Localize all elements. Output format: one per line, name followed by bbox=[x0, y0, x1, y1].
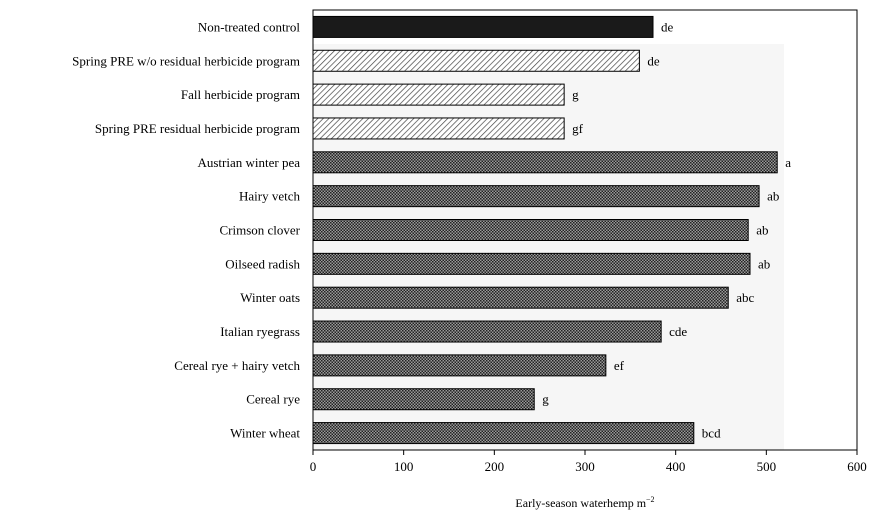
x-tick-label: 500 bbox=[757, 459, 777, 474]
bar bbox=[312, 286, 729, 309]
bar bbox=[312, 320, 662, 343]
significance-letter: ab bbox=[758, 256, 770, 271]
category-label: Fall herbicide program bbox=[181, 87, 300, 102]
bar bbox=[312, 354, 607, 377]
category-label: Oilseed radish bbox=[225, 256, 300, 271]
category-label: Italian ryegrass bbox=[220, 324, 300, 339]
category-label: Hairy vetch bbox=[239, 189, 301, 204]
plot-frame bbox=[312, 9, 858, 451]
bar bbox=[312, 252, 751, 275]
bar bbox=[312, 49, 640, 72]
significance-letter: de bbox=[661, 19, 674, 34]
x-tick-label: 0 bbox=[310, 459, 317, 474]
x-tick-label: 600 bbox=[847, 459, 867, 474]
category-label: Winter wheat bbox=[230, 426, 300, 441]
x-tick-label: 100 bbox=[394, 459, 414, 474]
significance-letter: bcd bbox=[702, 426, 721, 441]
significance-letter: de bbox=[647, 53, 660, 68]
x-tick-label: 300 bbox=[575, 459, 595, 474]
x-tick-label: 400 bbox=[666, 459, 686, 474]
bar bbox=[312, 219, 749, 241]
category-label: Austrian winter pea bbox=[197, 155, 300, 170]
bar bbox=[312, 15, 654, 38]
category-label: Spring PRE residual herbicide program bbox=[95, 121, 300, 136]
category-label: Non-treated control bbox=[198, 19, 301, 34]
bar bbox=[312, 117, 565, 140]
x-tick-label: 200 bbox=[485, 459, 505, 474]
significance-letter: ab bbox=[756, 223, 768, 238]
plot-background bbox=[313, 44, 784, 450]
significance-letter: gf bbox=[572, 121, 584, 136]
significance-letter: a bbox=[785, 155, 791, 170]
significance-letter: ab bbox=[767, 189, 779, 204]
category-labels: Non-treated control Spring PRE w/o residu… bbox=[72, 19, 300, 440]
category-label: Cereal rye bbox=[246, 392, 300, 407]
x-axis-title: Early-season waterhemp m−2 bbox=[515, 495, 654, 510]
bar bbox=[312, 83, 565, 106]
bar bbox=[312, 151, 778, 174]
bar bbox=[312, 422, 695, 445]
significance-letter: abc bbox=[736, 290, 754, 305]
x-axis: 0 100 200 300 400 500 600 bbox=[310, 450, 867, 474]
data-labels: de de g gf a ab ab ab abc cde ef g bcd bbox=[542, 19, 791, 440]
significance-letter: g bbox=[542, 392, 549, 407]
significance-letter: g bbox=[572, 87, 579, 102]
category-label: Crimson clover bbox=[219, 223, 300, 238]
category-label: Cereal rye + hairy vetch bbox=[174, 358, 300, 373]
bar bbox=[312, 388, 535, 411]
significance-letter: ef bbox=[614, 358, 625, 373]
bar bbox=[312, 185, 760, 208]
category-label: Spring PRE w/o residual herbicide progra… bbox=[72, 53, 300, 68]
category-label: Winter oats bbox=[240, 290, 300, 305]
significance-letter: cde bbox=[669, 324, 687, 339]
